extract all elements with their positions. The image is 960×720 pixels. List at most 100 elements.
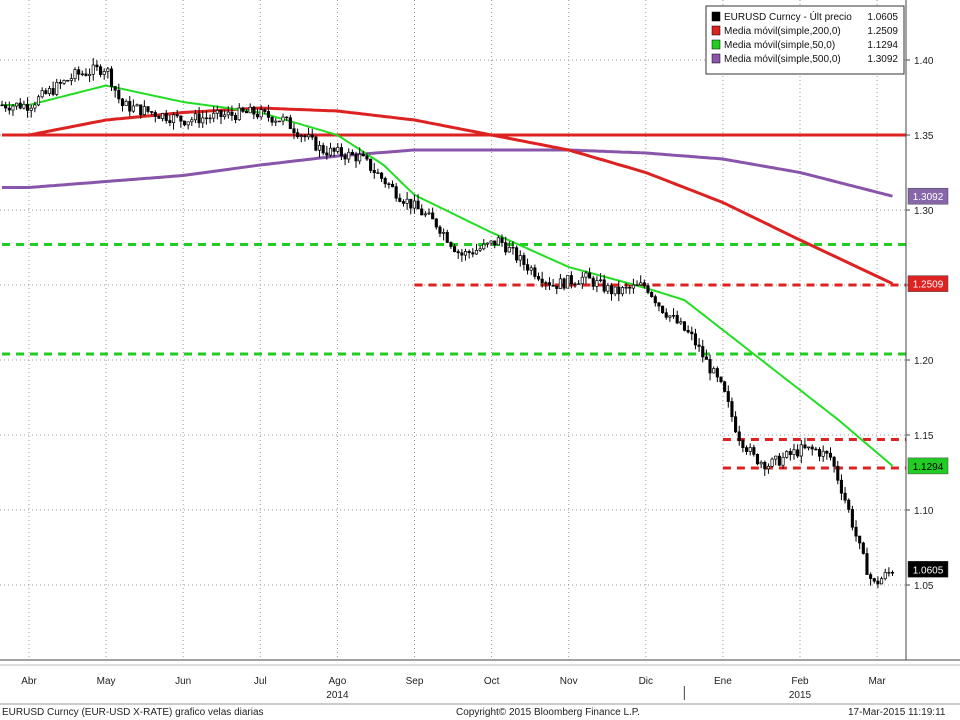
candle-body xyxy=(471,252,475,255)
candle-body xyxy=(580,276,584,285)
candle xyxy=(442,228,446,241)
candle-body xyxy=(401,201,406,204)
candle xyxy=(29,104,33,118)
candle-body xyxy=(577,283,581,285)
x-tick-label: Abr xyxy=(21,676,37,687)
candle xyxy=(485,242,489,248)
candle-body xyxy=(285,116,289,119)
legend-value: 1.0605 xyxy=(867,12,898,23)
candle xyxy=(850,505,854,531)
candle-body xyxy=(146,106,150,112)
candle xyxy=(887,567,891,577)
candle-body xyxy=(22,103,26,109)
candle-body xyxy=(442,232,446,234)
candle xyxy=(18,98,22,110)
candle xyxy=(190,116,194,126)
candle-body xyxy=(55,82,59,95)
candle xyxy=(555,285,559,295)
candle-body xyxy=(817,449,822,457)
candle xyxy=(737,425,741,446)
x-year-label: 2014 xyxy=(326,690,349,701)
candle xyxy=(880,576,884,585)
candle xyxy=(763,460,767,476)
candle xyxy=(796,444,800,459)
candle-body xyxy=(624,286,628,289)
candle xyxy=(704,349,708,360)
candle-body xyxy=(533,267,537,277)
candle xyxy=(146,106,150,114)
candle xyxy=(33,101,37,113)
candle xyxy=(394,183,398,202)
last-value-badge: 1.2509 xyxy=(907,275,949,292)
candle xyxy=(296,128,300,139)
candle-body xyxy=(719,376,723,383)
candle-body xyxy=(80,73,84,76)
candle xyxy=(460,248,464,262)
candle xyxy=(540,271,544,288)
candle xyxy=(343,152,347,166)
candle-body xyxy=(434,218,438,228)
candle-body xyxy=(493,240,497,246)
candle xyxy=(566,275,570,289)
legend-swatch xyxy=(711,39,721,50)
candle xyxy=(73,67,77,82)
last-value-badge: 1.1294 xyxy=(907,457,949,475)
candle-body xyxy=(241,107,245,112)
candle xyxy=(715,366,719,383)
legend-swatch xyxy=(711,11,721,22)
candle-body xyxy=(288,117,292,130)
candle xyxy=(580,271,584,289)
candle-body xyxy=(58,82,62,84)
candle xyxy=(299,134,303,143)
candle xyxy=(263,108,267,115)
candle-body xyxy=(431,212,435,220)
candle xyxy=(376,168,380,174)
candle xyxy=(434,218,438,230)
y-tick-label: 1.05 xyxy=(914,581,934,592)
candle-body xyxy=(693,333,697,346)
candle xyxy=(201,111,205,128)
candle xyxy=(653,294,657,307)
candle xyxy=(847,498,851,513)
candle-body xyxy=(504,242,508,253)
candle-body xyxy=(861,542,865,554)
candle xyxy=(80,70,84,77)
candle xyxy=(40,87,44,99)
candle xyxy=(642,279,646,289)
candle xyxy=(252,105,256,120)
candle xyxy=(449,241,453,249)
candle-body xyxy=(544,282,548,284)
candle-body xyxy=(562,278,566,289)
candle-body xyxy=(412,200,416,209)
candle-body xyxy=(518,255,522,261)
candle xyxy=(328,142,333,158)
candle xyxy=(55,78,59,97)
candle-body xyxy=(551,284,555,287)
candle-body xyxy=(730,401,734,418)
grid-layer xyxy=(0,0,906,660)
candle xyxy=(584,270,588,284)
y-tick-label: 1.10 xyxy=(914,506,934,517)
candle-body xyxy=(890,571,895,574)
candle xyxy=(51,81,55,97)
candle xyxy=(230,105,234,121)
legend-label: Media móvil(simple,50,0) xyxy=(724,40,835,51)
candle xyxy=(416,194,420,210)
candle-body xyxy=(73,69,77,79)
candle-body xyxy=(270,116,274,123)
footer-center: Copyright© 2015 Bloomberg Finance L.P. xyxy=(456,707,640,718)
candle-body xyxy=(792,449,796,455)
candle-body xyxy=(409,198,413,209)
candle xyxy=(150,111,154,116)
candle xyxy=(624,283,628,294)
candle xyxy=(821,445,825,462)
candle xyxy=(223,109,227,120)
candle-body xyxy=(734,416,738,433)
candle xyxy=(244,109,249,114)
candle-body xyxy=(234,115,238,121)
candle-body xyxy=(869,574,873,579)
candle xyxy=(748,443,752,456)
candle xyxy=(723,380,727,393)
candle-body xyxy=(296,132,300,138)
legend-swatch xyxy=(711,53,721,64)
